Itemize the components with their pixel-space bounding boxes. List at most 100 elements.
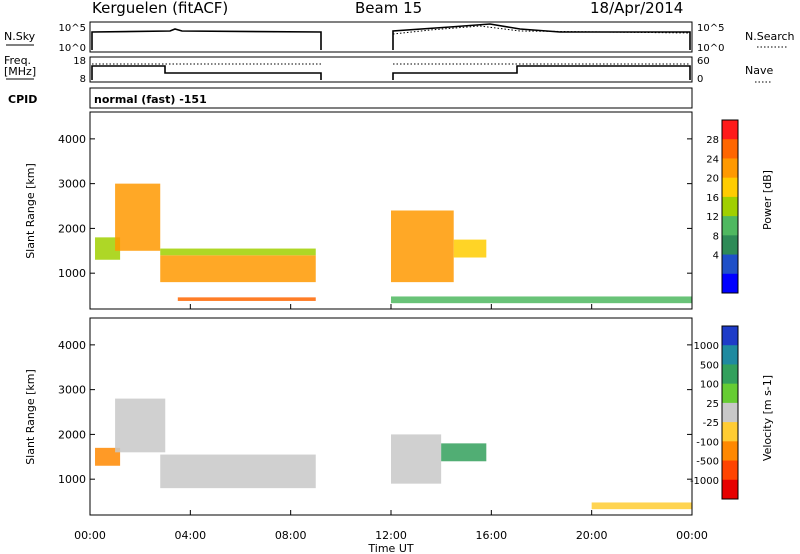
velocity-colorbar-tick-0: 1000	[694, 341, 719, 352]
power-colorbar-segment-7	[722, 254, 738, 275]
velocity-colorbar-tick-5: -100	[696, 437, 719, 448]
x-axis-label: Time UT	[367, 542, 413, 554]
freq-trace-1	[91, 65, 322, 80]
power-echo-region-6	[453, 239, 487, 258]
power-colorbar-segment-1	[722, 139, 738, 159]
freq-right-tick-top: 60	[697, 56, 710, 67]
velocity-colorbar-segment-8	[722, 479, 738, 500]
nsky-left-tick-bottom: 10^0	[59, 43, 86, 54]
power-colorbar: 28 24 20 16 12 8 4	[706, 119, 739, 294]
velocity-y-label: Slant Range [km]	[24, 369, 37, 465]
velocity-echo-region-5	[591, 502, 692, 510]
power-y-tick-label-0: 1000	[58, 267, 86, 280]
velocity-colorbar-segment-2	[722, 364, 738, 385]
power-colorbar-tick-3: 16	[706, 193, 719, 204]
velocity-echo-region-2	[160, 454, 316, 489]
velocity-colorbar: 1000 500 100 25 -25 -100 -500 -1000	[690, 325, 739, 500]
power-heatmap	[95, 183, 692, 304]
power-colorbar-tick-5: 8	[713, 231, 719, 242]
velocity-echo-region-0	[95, 447, 121, 466]
nsky-right-tick-top: 10^5	[697, 23, 724, 34]
nsky-trace-1	[91, 28, 322, 50]
power-y-axis: 1000 2000 3000 4000	[58, 133, 692, 280]
power-colorbar-label: Power [dB]	[761, 170, 774, 230]
date-title: 18/Apr/2014	[590, 0, 683, 17]
nave-label: Nave	[745, 64, 773, 77]
velocity-colorbar-tick-1: 500	[700, 360, 719, 371]
x-tick-label-1: 04:00	[174, 529, 206, 542]
freq-panel-frame	[89, 56, 693, 83]
velocity-colorbar-tick-2: 100	[700, 380, 719, 391]
velocity-colorbar-tick-3: 25	[706, 399, 719, 410]
nsky-right-tick-bottom: 10^0	[697, 43, 724, 54]
freq-left-tick-bottom: 8	[80, 74, 86, 85]
power-colorbar-segment-4	[722, 196, 738, 217]
nsky-label: N.Sky	[4, 30, 36, 43]
x-tick-label-5: 20:00	[576, 529, 608, 542]
velocity-colorbar-label: Velocity [m s-1]	[761, 375, 774, 461]
power-colorbar-segment-8	[722, 273, 738, 294]
nsearch-label: N.Search	[745, 30, 795, 43]
velocity-colorbar-tick-7: -1000	[690, 476, 719, 487]
velocity-colorbar-tick-4: -25	[703, 418, 719, 429]
freq-left-tick-top: 18	[73, 56, 86, 67]
power-colorbar-segment-6	[722, 235, 738, 256]
power-colorbar-segment-3	[722, 177, 738, 198]
power-colorbar-frame	[721, 119, 739, 294]
power-echo-region-4	[177, 297, 316, 301]
nsky-trace-2	[392, 23, 691, 50]
power-echo-region-5	[391, 210, 454, 283]
power-y-tick-label-2: 3000	[58, 178, 86, 191]
power-y-label: Slant Range [km]	[24, 163, 37, 259]
power-colorbar-tick-2: 20	[706, 174, 719, 185]
velocity-colorbar-segment-4	[722, 402, 738, 423]
velocity-colorbar-segment-5	[722, 422, 738, 442]
velocity-y-tick-label-0: 1000	[58, 473, 86, 486]
power-echo-region-3	[160, 248, 316, 256]
power-echo-region-1	[115, 183, 161, 251]
velocity-colorbar-tick-6: -500	[696, 457, 719, 468]
velocity-colorbar-segment-1	[722, 345, 738, 365]
x-tick-label-6: 00:00	[676, 529, 708, 542]
cpid-panel-frame	[89, 87, 693, 109]
power-colorbar-segment-5	[722, 216, 738, 236]
nsky-panel-frame	[89, 21, 693, 53]
velocity-colorbar-segment-7	[722, 460, 738, 481]
time-x-axis: 00:00 04:00 08:00 12:00 16:00 20:00 00:00	[74, 304, 708, 542]
freq-trace-2	[392, 65, 691, 80]
power-colorbar-tick-6: 4	[713, 251, 719, 262]
velocity-colorbar-frame	[721, 325, 739, 500]
power-colorbar-tick-4: 12	[706, 212, 719, 223]
power-colorbar-tick-0: 28	[706, 135, 719, 146]
cpid-label: CPID	[8, 93, 37, 106]
power-echo-region-0	[95, 237, 121, 260]
beam-title: Beam 15	[355, 0, 422, 17]
power-colorbar-segment-0	[722, 120, 738, 140]
freq-right-tick-bottom: 0	[697, 74, 703, 85]
nsearch-trace	[392, 25, 691, 35]
x-tick-label-0: 00:00	[74, 529, 106, 542]
power-echo-region-2	[160, 255, 316, 283]
velocity-y-tick-label-2: 3000	[58, 384, 86, 397]
freq-label-1: Freq.	[4, 54, 31, 67]
x-tick-label-3: 12:00	[375, 529, 407, 542]
x-tick-label-2: 08:00	[275, 529, 307, 542]
nsky-left-tick-top: 10^5	[59, 23, 86, 34]
velocity-colorbar-segment-3	[722, 383, 738, 404]
velocity-echo-region-4	[441, 443, 487, 462]
power-y-tick-label-3: 4000	[58, 133, 86, 146]
power-colorbar-segment-2	[722, 158, 738, 179]
power-y-tick-label-1: 2000	[58, 222, 86, 235]
velocity-colorbar-segment-0	[722, 326, 738, 346]
power-colorbar-tick-1: 24	[706, 154, 719, 165]
velocity-y-tick-label-3: 4000	[58, 339, 86, 352]
power-echo-region-7	[391, 296, 692, 304]
velocity-y-tick-label-1: 2000	[58, 428, 86, 441]
freq-label-2: [MHz]	[4, 65, 36, 78]
velocity-y-axis: 1000 2000 3000 4000	[58, 339, 692, 486]
velocity-echo-region-1	[115, 398, 166, 453]
cpid-value: normal (fast) -151	[94, 93, 207, 106]
velocity-colorbar-segment-6	[722, 441, 738, 462]
x-tick-label-4: 16:00	[475, 529, 507, 542]
